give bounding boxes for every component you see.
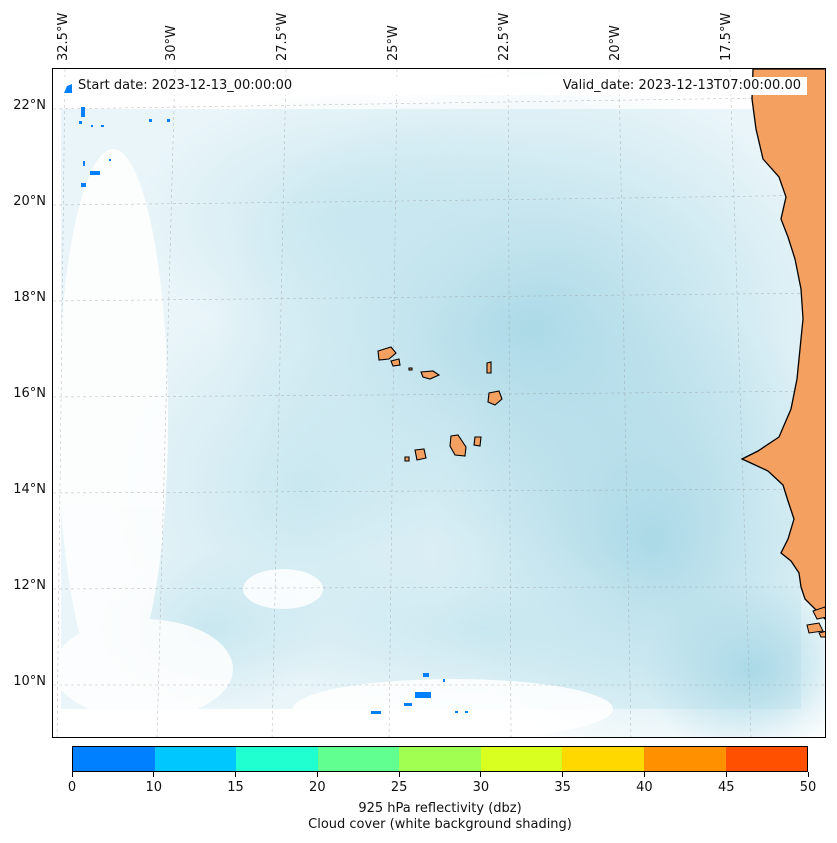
- colorbar-tick: [643, 772, 645, 777]
- start-date-label: Start date: 2023-12-13_00:00:00: [78, 78, 293, 93]
- colorbar-tick: [807, 772, 809, 777]
- lon-label-30w: 30°W: [164, 25, 179, 61]
- colorbar-segment-45-50: [725, 747, 808, 771]
- reflectivity-echoes: [79, 107, 468, 714]
- cape-verde-islands: [377, 346, 503, 462]
- colorbar-tick-label: 45: [717, 780, 735, 795]
- colorbar-tick: [398, 772, 400, 777]
- clear-patches: [53, 149, 613, 737]
- colorbar-tick-label: 50: [799, 780, 817, 795]
- santa-luzia-island: [408, 367, 413, 371]
- colorbar-tick-label: 25: [390, 780, 408, 795]
- colorbar-tick-label: 0: [67, 780, 77, 795]
- colorbar-tick-label: 10: [145, 780, 163, 795]
- colorbar-segment-20-25: [317, 747, 400, 771]
- sao-vicente-island: [390, 358, 401, 367]
- colorbar-segment-35-40: [562, 747, 644, 771]
- colorbar-tick: [480, 772, 482, 777]
- map-frame: [52, 68, 826, 738]
- lat-label-14n: 14°N: [13, 482, 46, 497]
- graticule: [53, 69, 825, 737]
- boa-vista-island: [487, 390, 503, 406]
- african-coast-land: [740, 69, 825, 620]
- map-canvas: [53, 69, 825, 737]
- colorbar-tick: [153, 772, 155, 777]
- lat-label-10n: 10°N: [13, 674, 46, 689]
- lat-label-16n: 16°N: [13, 386, 46, 401]
- bijagos-island-3: [818, 630, 825, 638]
- lat-label-22n: 22°N: [13, 98, 46, 113]
- lat-label-12n: 12°N: [13, 578, 46, 593]
- colorbar-tick-label: 40: [636, 780, 653, 795]
- fogo-island: [414, 448, 427, 461]
- lat-label-18n: 18°N: [13, 290, 46, 305]
- bijagos-island-2: [806, 622, 824, 634]
- colorbar-tick-label: 35: [554, 780, 571, 795]
- colorbar-tick-label: 20: [309, 780, 326, 795]
- lon-label-17-5w: 17.5°W: [719, 12, 734, 61]
- colorbar-segment-40-45: [643, 747, 726, 771]
- colorbar-tick: [725, 772, 727, 777]
- colorbar-tick: [562, 772, 564, 777]
- colorbar: [72, 746, 808, 772]
- santiago-island: [449, 434, 467, 457]
- echo-legend-icon: [64, 81, 72, 93]
- colorbar-segment-0-10: [73, 747, 155, 771]
- lat-label-20n: 20°N: [13, 194, 46, 209]
- cloud-cover-shading: [93, 69, 825, 737]
- lon-label-20w: 20°W: [608, 25, 623, 61]
- colorbar-tick: [71, 772, 73, 777]
- colorbar-title: 925 hPa reflectivity (dbz) Cloud cover (…: [72, 801, 808, 833]
- bijagos-island-1: [812, 606, 825, 620]
- colorbar-segment-10-15: [154, 747, 237, 771]
- sao-nicolau-island: [420, 370, 441, 380]
- colorbar-title-line2: Cloud cover (white background shading): [308, 817, 572, 832]
- colorbar-tick: [235, 772, 237, 777]
- maio-island: [473, 436, 482, 447]
- colorbar-segment-15-20: [236, 747, 318, 771]
- brava-island: [404, 456, 410, 462]
- lon-label-27-5w: 27.5°W: [275, 12, 290, 61]
- info-bar: Start date: 2023-12-13_00:00:00 Valid_da…: [60, 77, 807, 95]
- colorbar-segment-25-30: [399, 747, 481, 771]
- lon-label-22-5w: 22.5°W: [497, 12, 512, 61]
- colorbar-tick-label: 15: [227, 780, 244, 795]
- colorbar-segment-30-35: [480, 747, 563, 771]
- lon-label-25w: 25°W: [386, 25, 401, 61]
- sal-island: [486, 361, 492, 374]
- colorbar-tick-label: 30: [472, 780, 490, 795]
- santo-antao-island: [377, 346, 397, 361]
- valid-date-label: Valid_date: 2023-12-13T07:00:00.00: [562, 78, 801, 93]
- lon-label-32-5w: 32.5°W: [56, 12, 71, 61]
- colorbar-title-line1: 925 hPa reflectivity (dbz): [358, 801, 522, 816]
- colorbar-tick: [316, 772, 318, 777]
